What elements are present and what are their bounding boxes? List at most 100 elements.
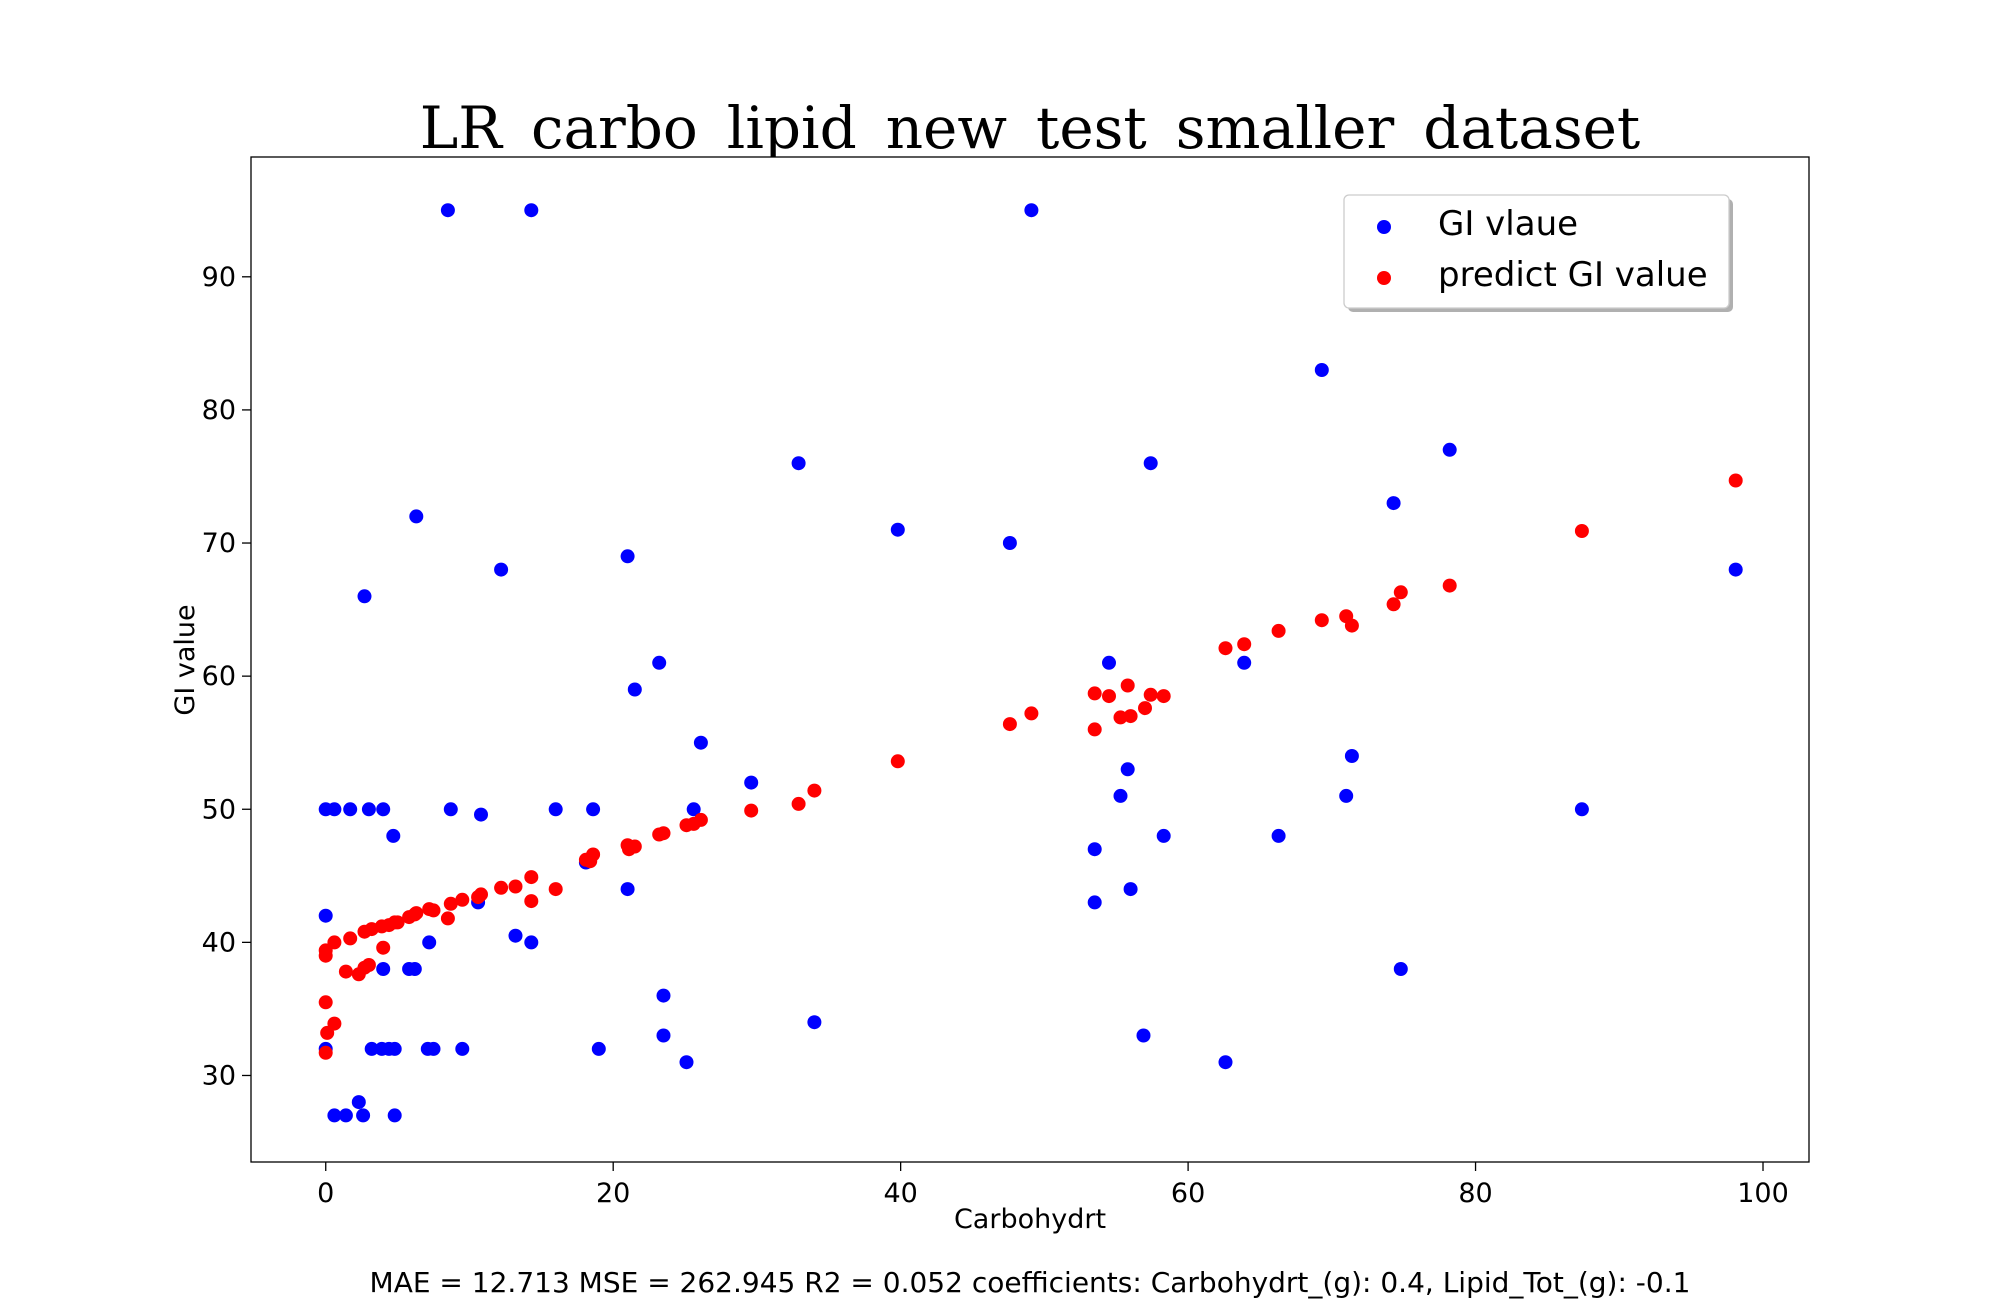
gi-value-point	[357, 589, 372, 604]
chart-title: LR_carbo_lipid_new_test_smaller_dataset	[420, 94, 1640, 162]
gi-value-point	[1120, 762, 1135, 777]
gi-value-point	[351, 1095, 366, 1110]
predicted-gi-point	[1120, 678, 1135, 693]
gi-value-point	[586, 802, 601, 817]
predicted-gi-point	[508, 879, 523, 894]
predicted-gi-point	[1002, 717, 1017, 732]
gi-value-point	[494, 562, 509, 577]
gi-value-point	[327, 1108, 342, 1123]
predicted-gi-point	[440, 911, 455, 926]
x-tick-label: 0	[317, 1178, 334, 1209]
predicted-gi-point	[1087, 686, 1102, 701]
gi-value-point	[807, 1015, 822, 1030]
gi-value-point	[591, 1041, 606, 1056]
predicted-gi-point	[622, 842, 636, 857]
legend-label-predict-gi-value: predict GI value	[1438, 255, 1708, 295]
x-tick-label: 60	[1171, 1178, 1205, 1209]
y-axis-label: GI value	[170, 604, 201, 715]
gi-value-point	[440, 203, 455, 218]
gi-value-point	[656, 1028, 671, 1043]
gi-value-point	[455, 1041, 470, 1056]
gi-value-point	[744, 775, 759, 790]
gi-value-point	[1123, 882, 1138, 897]
predicted-gi-point	[679, 818, 694, 833]
gi-value-point	[1339, 788, 1354, 803]
gi-value-point	[1218, 1055, 1233, 1070]
y-axis: 30 40 50 60 70 80 90	[202, 262, 251, 1091]
gi-value-point	[1024, 203, 1039, 218]
predicted-gi-point	[1574, 524, 1589, 538]
predicted-gi-point	[426, 903, 441, 918]
predicted-gi-point	[1143, 687, 1158, 702]
predicted-gi-point	[807, 783, 822, 798]
gi-value-point	[1087, 842, 1102, 857]
x-tick-label: 100	[1737, 1178, 1789, 1209]
predicted-gi-point	[494, 880, 509, 895]
gi-value-point	[524, 203, 539, 218]
gi-value-point	[1002, 536, 1017, 550]
predicted-gi-point	[652, 827, 667, 842]
y-tick-label: 40	[202, 927, 236, 958]
legend: GI vlaue predict GI value	[1343, 194, 1733, 312]
legend-marker-predict-gi-value	[1377, 271, 1391, 285]
data-points	[318, 203, 1743, 1123]
gi-value-point	[386, 828, 401, 843]
gi-value-point	[686, 802, 701, 817]
gi-value-point	[524, 935, 539, 950]
predicted-gi-point	[744, 803, 759, 818]
legend-label-gi-value: GI vlaue	[1438, 204, 1578, 244]
gi-value-point	[1386, 496, 1401, 511]
x-axis: 0 20 40 60 80 100	[317, 1162, 1789, 1209]
predicted-gi-point	[357, 924, 372, 939]
predicted-gi-point	[548, 882, 563, 897]
gi-value-point	[443, 802, 458, 817]
gi-value-point	[693, 735, 708, 750]
y-tick-label: 30	[202, 1060, 236, 1091]
gi-value-point	[620, 549, 635, 564]
gi-value-point	[338, 1108, 353, 1123]
gi-value-point	[656, 988, 671, 1003]
predicted-gi-point	[791, 796, 806, 811]
predicted-gi-point	[1024, 706, 1039, 721]
predicted-gi-point	[1442, 578, 1457, 593]
legend-box	[1343, 194, 1730, 309]
predicted-gi-point	[343, 931, 358, 946]
gi-value-point	[1237, 655, 1252, 670]
y-tick-label: 90	[202, 262, 236, 293]
gi-value-point	[318, 908, 333, 923]
predicted-gi-point	[318, 995, 333, 1010]
x-tick-label: 40	[883, 1178, 917, 1209]
predicted-gi-point	[524, 894, 539, 909]
metrics-footer: MAE = 12.713 MSE = 262.945 R2 = 0.052 co…	[370, 1266, 1691, 1299]
gi-value-point	[407, 962, 422, 976]
gi-value-point	[361, 802, 376, 817]
predicted-gi-point	[455, 892, 470, 907]
gi-value-point	[1271, 828, 1286, 843]
gi-value-point	[791, 456, 806, 471]
series-0	[318, 203, 1743, 1123]
gi-value-point	[387, 1108, 402, 1123]
predicted-gi-point	[351, 967, 366, 982]
gi-value-point	[1393, 962, 1408, 976]
gi-value-point	[1087, 895, 1102, 910]
gi-value-point	[679, 1055, 694, 1070]
x-axis-label: Carbohydrt	[954, 1204, 1106, 1235]
gi-value-point	[1344, 749, 1359, 763]
gi-value-point	[343, 802, 358, 817]
gi-value-point	[422, 935, 437, 950]
gi-value-point	[376, 802, 391, 817]
predicted-gi-point	[1113, 710, 1128, 725]
gi-value-point	[508, 928, 523, 943]
y-tick-label: 70	[202, 528, 236, 559]
predicted-gi-point	[1102, 689, 1116, 704]
gi-value-point	[1728, 562, 1743, 577]
gi-value-point	[387, 1041, 402, 1056]
gi-value-point	[548, 802, 563, 817]
gi-value-point	[652, 655, 667, 670]
predicted-gi-point	[376, 940, 391, 955]
predicted-gi-point	[1237, 637, 1252, 652]
gi-value-point	[1143, 456, 1158, 471]
predicted-gi-point	[1393, 585, 1408, 600]
gi-value-point	[1442, 442, 1457, 457]
